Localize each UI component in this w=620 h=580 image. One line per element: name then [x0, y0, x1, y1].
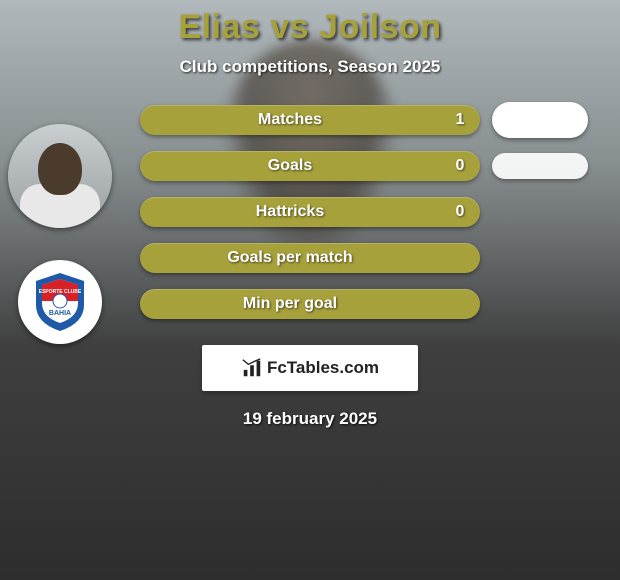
stat-bar: Goals per match — [140, 243, 480, 273]
club-avatar[interactable]: ESPORTE CLUBE BAHIA — [18, 260, 102, 344]
fctables-logo-box[interactable]: FcTables.com — [202, 345, 418, 391]
stat-value: 0 — [440, 157, 480, 175]
page-title: Elias vs Joilson — [0, 8, 620, 47]
player-avatar[interactable] — [8, 124, 112, 228]
stat-pill — [492, 102, 588, 138]
stat-value: 0 — [440, 203, 480, 221]
fctables-text: FcTables.com — [267, 358, 379, 378]
subtitle: Club competitions, Season 2025 — [0, 57, 620, 77]
stat-label: Min per goal — [140, 295, 440, 313]
stat-label: Goals per match — [140, 249, 440, 267]
date-label: 19 february 2025 — [0, 409, 620, 429]
bar-chart-icon — [241, 357, 263, 379]
stat-label: Goals — [140, 157, 440, 175]
stat-bar: Hattricks 0 — [140, 197, 480, 227]
svg-text:ESPORTE CLUBE: ESPORTE CLUBE — [39, 289, 82, 295]
content-wrapper: Elias vs Joilson Club competitions, Seas… — [0, 0, 620, 580]
stat-label: Hattricks — [140, 203, 440, 221]
stat-bar: Goals 0 — [140, 151, 480, 181]
stat-value: 1 — [440, 111, 480, 129]
club-badge-icon: ESPORTE CLUBE BAHIA — [32, 271, 88, 333]
stat-label: Matches — [140, 111, 440, 129]
stat-pill — [492, 153, 588, 179]
stat-bar: Matches 1 — [140, 105, 480, 135]
stat-bar: Min per goal — [140, 289, 480, 319]
svg-text:BAHIA: BAHIA — [49, 310, 71, 317]
